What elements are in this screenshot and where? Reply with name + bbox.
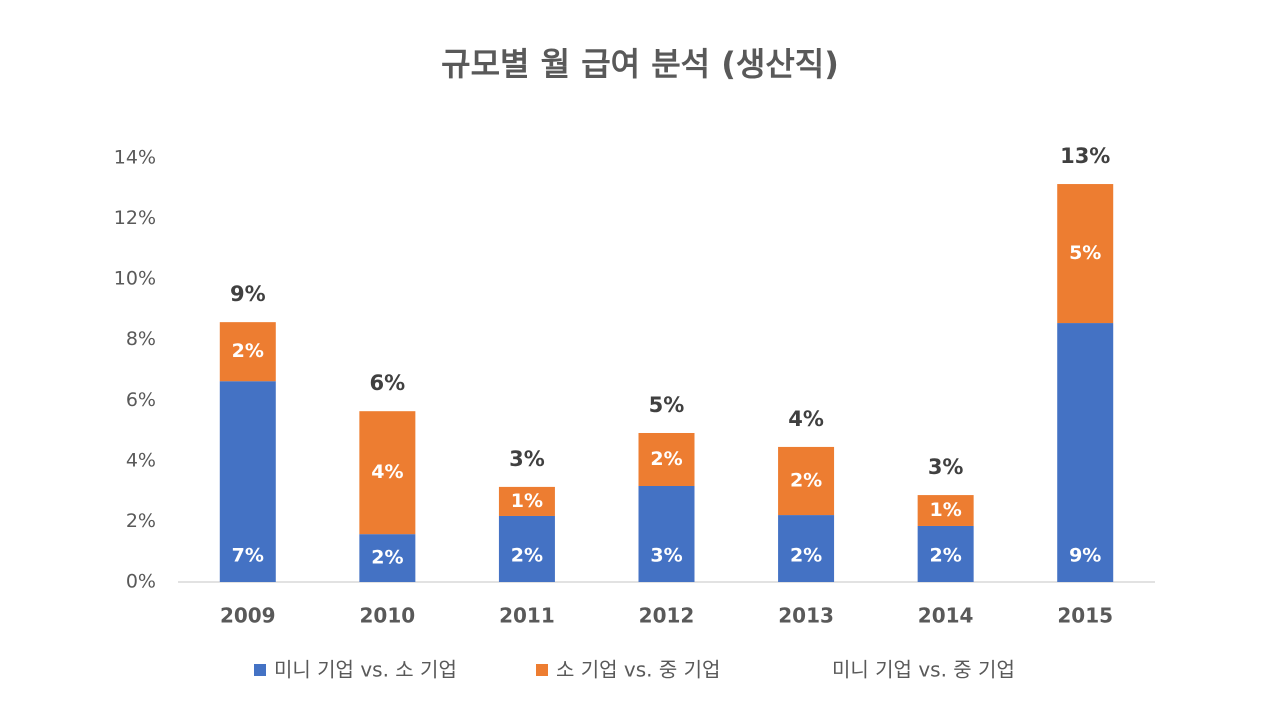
data-label: 3% bbox=[650, 545, 682, 567]
data-label: 1% bbox=[930, 499, 962, 521]
data-label: 2% bbox=[511, 545, 543, 567]
data-label: 4% bbox=[371, 461, 403, 483]
bar-segment bbox=[917, 525, 974, 582]
legend-swatch bbox=[254, 664, 266, 676]
x-tick-label: 2014 bbox=[918, 604, 974, 628]
x-tick-label: 2013 bbox=[778, 604, 834, 628]
bar-segment bbox=[917, 495, 974, 526]
total-label: 6% bbox=[370, 371, 406, 395]
bar-segment bbox=[1057, 323, 1114, 582]
y-tick-label: 10% bbox=[114, 268, 156, 290]
y-tick-label: 8% bbox=[126, 328, 156, 350]
y-tick-label: 12% bbox=[114, 207, 156, 229]
y-tick-label: 4% bbox=[126, 449, 156, 471]
bar-segment bbox=[219, 381, 276, 582]
y-tick-label: 0% bbox=[126, 571, 156, 593]
legend-label: 미니 기업 vs. 소 기업 bbox=[274, 658, 457, 682]
bar-segment bbox=[498, 486, 555, 516]
legend-label: 소 기업 vs. 중 기업 bbox=[556, 658, 720, 682]
chart-title: 규모별 월 급여 분석 (생산직) bbox=[441, 45, 839, 83]
data-label: 1% bbox=[511, 490, 543, 512]
data-label: 2% bbox=[371, 547, 403, 569]
data-label: 2% bbox=[790, 545, 822, 567]
y-tick-label: 14% bbox=[114, 147, 156, 169]
y-tick-label: 2% bbox=[126, 510, 156, 532]
total-label: 9% bbox=[230, 282, 266, 306]
data-label: 5% bbox=[1069, 242, 1101, 264]
data-label: 7% bbox=[232, 545, 264, 567]
x-tick-label: 2015 bbox=[1057, 604, 1113, 628]
bar-segment bbox=[359, 411, 416, 535]
data-label: 2% bbox=[650, 448, 682, 470]
x-tick-label: 2010 bbox=[360, 604, 416, 628]
data-label: 2% bbox=[790, 469, 822, 491]
total-label: 3% bbox=[509, 447, 545, 471]
bar-segment bbox=[778, 446, 835, 516]
bar-segment bbox=[778, 515, 835, 582]
bar-segment bbox=[638, 432, 695, 486]
bar-segment bbox=[638, 485, 695, 582]
legend-swatch bbox=[536, 664, 548, 676]
total-label: 4% bbox=[788, 407, 824, 431]
total-label: 13% bbox=[1060, 144, 1110, 168]
y-tick-label: 6% bbox=[126, 389, 156, 411]
total-label: 3% bbox=[928, 455, 964, 479]
bar-segment bbox=[359, 534, 416, 582]
data-label: 2% bbox=[930, 545, 962, 567]
total-label: 5% bbox=[649, 393, 685, 417]
x-tick-label: 2012 bbox=[639, 604, 695, 628]
bar-segment bbox=[498, 515, 555, 582]
legend-label: 미니 기업 vs. 중 기업 bbox=[832, 658, 1015, 682]
data-label: 2% bbox=[232, 340, 264, 362]
data-label: 9% bbox=[1069, 545, 1101, 567]
x-tick-label: 2009 bbox=[220, 604, 276, 628]
bar-segment bbox=[219, 322, 276, 382]
x-tick-label: 2011 bbox=[499, 604, 555, 628]
bar-segment bbox=[1057, 184, 1114, 324]
